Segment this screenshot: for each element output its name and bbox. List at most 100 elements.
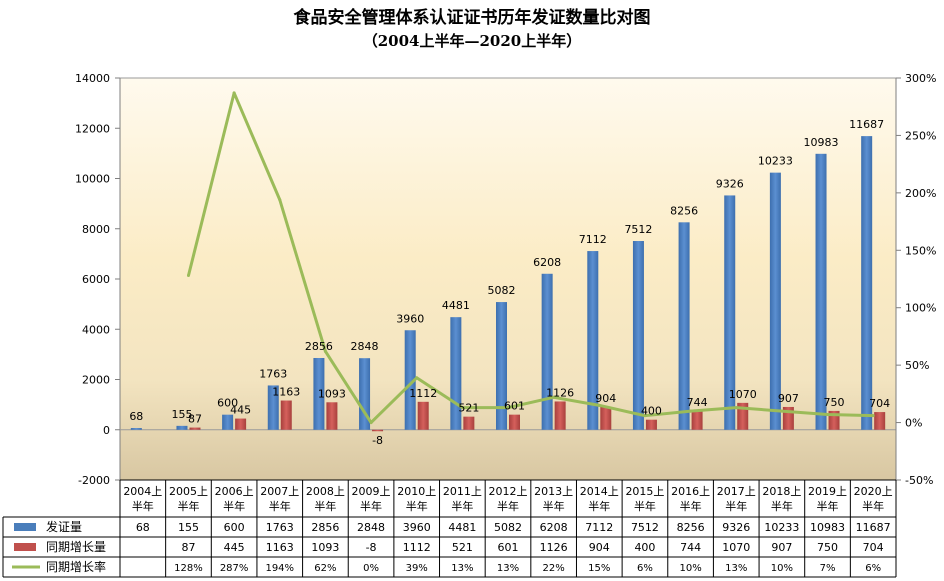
x-category-label: 2004上半年 — [123, 485, 162, 513]
table-cell: 7112 — [585, 521, 613, 534]
bar-growth — [235, 418, 247, 430]
table-cell: 13% — [725, 563, 747, 574]
line-growth-rate — [187, 91, 874, 425]
bar-growth — [691, 411, 703, 430]
bar-issued — [496, 302, 507, 430]
data-label-growth: 1093 — [318, 387, 346, 400]
data-label-issued: 7512 — [624, 223, 652, 236]
data-label-issued: 600 — [217, 397, 238, 410]
table-cell: 10% — [679, 563, 701, 574]
line-point — [780, 409, 784, 413]
data-label-issued: 9326 — [716, 177, 744, 190]
table-cell: 1093 — [311, 541, 339, 554]
bar-growth — [280, 400, 292, 430]
bar-growth — [828, 410, 840, 430]
line-point — [460, 406, 464, 410]
table-cell: 704 — [863, 541, 884, 554]
data-label-issued: 5082 — [488, 284, 516, 297]
legend-label: 同期增长率 — [46, 559, 106, 574]
line-point — [826, 413, 830, 417]
bar-issued — [861, 136, 873, 430]
x-category-label: 2013上半年 — [534, 485, 573, 513]
table-cell: 22% — [543, 563, 565, 574]
x-category-label: 2006上半年 — [215, 485, 254, 513]
y2-tick-label: 100% — [905, 302, 936, 315]
table-cell: 4481 — [448, 521, 476, 534]
y-tick-label: 0 — [103, 424, 110, 437]
table-cell: 2856 — [311, 521, 339, 534]
x-category-label: 2020上半年 — [854, 485, 893, 513]
table-cell: 39% — [406, 563, 428, 574]
bar-issued — [313, 357, 325, 430]
table-cell: 1163 — [266, 541, 294, 554]
table-cell: 1070 — [722, 541, 750, 554]
line-point — [369, 421, 373, 425]
x-category-label: 2015上半年 — [625, 485, 664, 513]
bar-issued — [769, 172, 781, 430]
data-table: 2004上半年2005上半年2006上半年2007上半年2008上半年2009上… — [2, 479, 897, 578]
bar-growth — [874, 412, 886, 430]
y-axis-left: -2000 0 2000 4000 6000 8000 10000 12000 14000 — [75, 72, 896, 487]
table-cell: 1112 — [403, 541, 431, 554]
data-label-issued: 11687 — [849, 118, 884, 131]
table-cell: 5082 — [494, 521, 522, 534]
x-category-label: 2012上半年 — [489, 485, 528, 513]
bar-issued — [176, 425, 188, 430]
data-label-growth: 744 — [687, 396, 708, 409]
bar-issued — [130, 428, 142, 430]
table-cell: 62% — [314, 563, 336, 574]
bar-growth — [372, 429, 384, 432]
x-category-label: 2014上半年 — [580, 485, 619, 513]
data-label-growth: 445 — [230, 404, 251, 417]
bar-series — [130, 136, 886, 432]
bar-growth — [509, 414, 520, 430]
bar-issued — [724, 195, 736, 430]
data-label-issued: 3960 — [396, 312, 424, 325]
plot-area — [119, 77, 897, 481]
data-label-issued: 7112 — [579, 233, 607, 246]
data-label-issued: 1763 — [259, 367, 287, 380]
table-cell: 445 — [224, 541, 245, 554]
data-label-growth: 1163 — [272, 386, 300, 399]
y2-tick-label: 0% — [905, 417, 922, 430]
bar-growth — [417, 401, 429, 430]
bar-growth — [600, 407, 612, 430]
chart-subtitle: （2004上半年—2020上半年） — [362, 32, 582, 50]
x-category-label: 2016上半年 — [671, 485, 710, 513]
line-point — [186, 274, 190, 278]
y-tick-label: 4000 — [82, 323, 110, 336]
line-point — [323, 349, 327, 353]
table-cell: 128% — [174, 563, 203, 574]
legend-label: 同期增长量 — [46, 540, 106, 554]
table-cell: 7% — [820, 563, 836, 574]
line-point — [552, 395, 556, 399]
line-series — [186, 91, 875, 425]
bar-growth — [189, 427, 201, 430]
x-category-label: 2008上半年 — [306, 485, 345, 513]
bar-growth — [782, 406, 794, 430]
line-point — [506, 406, 510, 410]
y-tick-label: 10000 — [75, 173, 110, 186]
y2-tick-label: 150% — [905, 244, 936, 257]
line-point — [734, 406, 738, 410]
bar-issued — [632, 241, 644, 430]
table-cell: 400 — [634, 541, 655, 554]
x-category-label: 2011上半年 — [443, 485, 482, 513]
line-point — [232, 91, 236, 95]
data-label-issued: 155 — [171, 408, 192, 421]
line-point — [597, 403, 601, 407]
table-cell: 600 — [224, 521, 245, 534]
table-cell: 1126 — [540, 541, 568, 554]
bar-issued — [404, 330, 416, 430]
line-point — [278, 198, 282, 202]
data-label-issued: 8256 — [670, 204, 698, 217]
table-cell: 6% — [865, 563, 881, 574]
table-cell: 9326 — [722, 521, 750, 534]
line-point — [689, 409, 693, 413]
bar-issued — [267, 385, 279, 430]
table-cell: 6208 — [540, 521, 568, 534]
table-cell: 2848 — [357, 521, 385, 534]
data-label-issued: 2856 — [305, 340, 333, 353]
